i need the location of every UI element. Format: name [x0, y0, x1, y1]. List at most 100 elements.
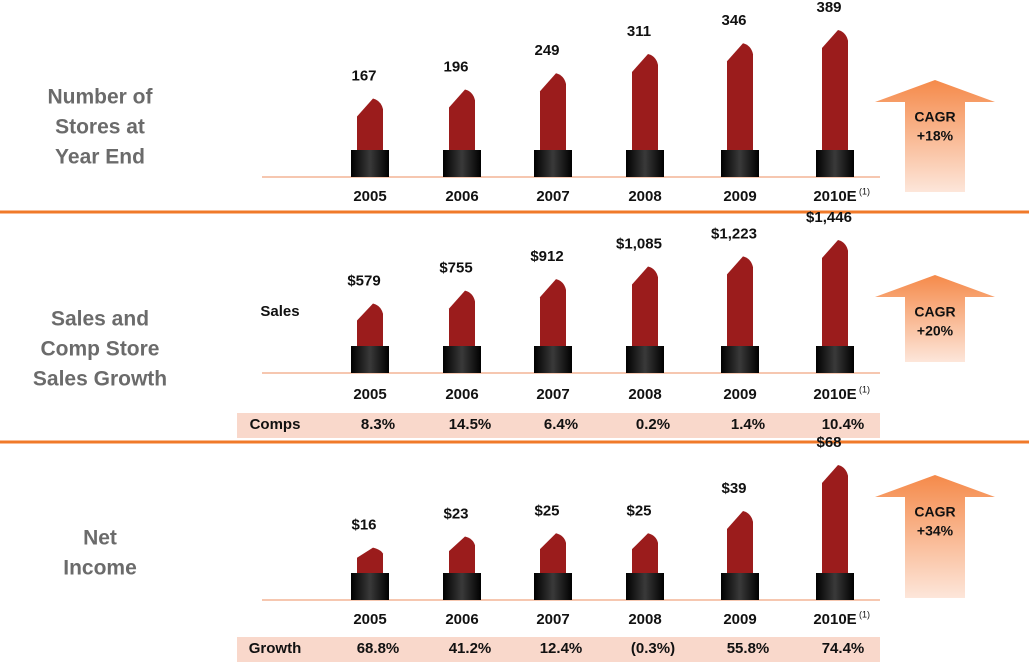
row-value: 0.2% [636, 416, 670, 433]
value-label: 389 [816, 0, 841, 16]
row-band [237, 637, 880, 662]
footnote-mark: (1) [859, 609, 870, 619]
value-label: 346 [721, 12, 746, 29]
x-tick-label: 2005 [353, 386, 386, 403]
x-tick-label: 2009 [723, 611, 756, 628]
lipstick [540, 73, 566, 150]
value-label: $23 [443, 505, 468, 522]
row-label: Comps [250, 416, 301, 433]
lipstick-case [816, 150, 854, 177]
lipstick [632, 533, 658, 573]
lipstick [449, 536, 475, 573]
x-tick-label: 2010E [813, 188, 856, 205]
lipstick-case [721, 150, 759, 177]
footnote-mark: (1) [859, 384, 870, 394]
lipstick [822, 30, 848, 150]
cagr-label: +20% [917, 323, 954, 339]
value-label: $25 [626, 502, 651, 519]
lipstick [357, 547, 383, 573]
x-tick-label: 2007 [536, 386, 569, 403]
lipstick-case [534, 573, 572, 600]
lipstick-case [626, 346, 664, 373]
x-tick-label: 2005 [353, 188, 386, 205]
lipstick [727, 256, 753, 346]
value-label: $1,446 [806, 209, 852, 226]
row-value: 8.3% [361, 416, 395, 433]
x-tick-label: 2008 [628, 386, 661, 403]
cagr-label: CAGR [914, 304, 955, 320]
lipstick-case [443, 150, 481, 177]
x-tick-label: 2006 [445, 188, 478, 205]
row-band [237, 413, 880, 438]
row-value: 68.8% [357, 640, 400, 657]
cagr-arrow [875, 275, 995, 362]
value-label: $1,085 [616, 235, 662, 252]
row-value: 6.4% [544, 416, 578, 433]
panel-title: Number of [48, 86, 154, 109]
lipstick [540, 279, 566, 346]
lipstick-case [626, 150, 664, 177]
lipstick [540, 533, 566, 573]
value-label: $25 [534, 502, 559, 519]
row-value: 1.4% [731, 416, 765, 433]
lipstick-case [443, 573, 481, 600]
row-value: 41.2% [449, 640, 492, 657]
value-label: $912 [530, 248, 563, 265]
x-tick-label: 2006 [445, 386, 478, 403]
panel-title: Net [83, 527, 117, 550]
panel-title: Sales Growth [33, 368, 167, 391]
lipstick [632, 266, 658, 346]
panel-title: Year End [55, 146, 145, 169]
x-tick-label: 2008 [628, 188, 661, 205]
value-label: 196 [443, 59, 468, 76]
lipstick-case [443, 346, 481, 373]
cagr-arrow [875, 80, 995, 192]
footnote-mark: (1) [859, 186, 870, 196]
lipstick-case [626, 573, 664, 600]
lipstick-case [351, 150, 389, 177]
lipstick [727, 43, 753, 150]
lipstick [822, 240, 848, 346]
x-tick-label: 2008 [628, 611, 661, 628]
lipstick-case [534, 346, 572, 373]
row-value: 14.5% [449, 416, 492, 433]
value-label: $39 [721, 480, 746, 497]
lipstick-case [351, 573, 389, 600]
x-tick-label: 2009 [723, 386, 756, 403]
value-label: 311 [627, 23, 651, 40]
panel-title: Income [63, 557, 137, 580]
value-label: $1,223 [711, 225, 757, 242]
row-label: Growth [249, 640, 302, 657]
series-label: Sales [260, 303, 299, 320]
panel-title: Stores at [55, 116, 145, 139]
lipstick [822, 465, 848, 573]
lipstick [449, 89, 475, 150]
lipstick [357, 98, 383, 150]
panel-title: Sales and [51, 308, 149, 331]
lipstick [449, 290, 475, 346]
x-tick-label: 2010E [813, 611, 856, 628]
lipstick-case [534, 150, 572, 177]
lipstick [357, 303, 383, 346]
lipstick [632, 54, 658, 151]
cagr-label: CAGR [914, 109, 955, 125]
value-label: $579 [347, 273, 380, 290]
cagr-label: CAGR [914, 504, 955, 520]
panel-title: Comp Store [40, 338, 159, 361]
value-label: $755 [439, 260, 472, 277]
cagr-arrow [875, 475, 995, 598]
lipstick-case [351, 346, 389, 373]
lipstick-case [816, 346, 854, 373]
x-tick-label: 2010E [813, 386, 856, 403]
value-label: 167 [351, 67, 376, 84]
row-value: 12.4% [540, 640, 583, 657]
row-value: 10.4% [822, 416, 865, 433]
row-value: 74.4% [822, 640, 865, 657]
cagr-label: +18% [917, 128, 954, 144]
x-tick-label: 2007 [536, 188, 569, 205]
value-label: $68 [816, 434, 841, 451]
lipstick-case [721, 573, 759, 600]
x-tick-label: 2009 [723, 188, 756, 205]
value-label: 249 [534, 42, 559, 59]
